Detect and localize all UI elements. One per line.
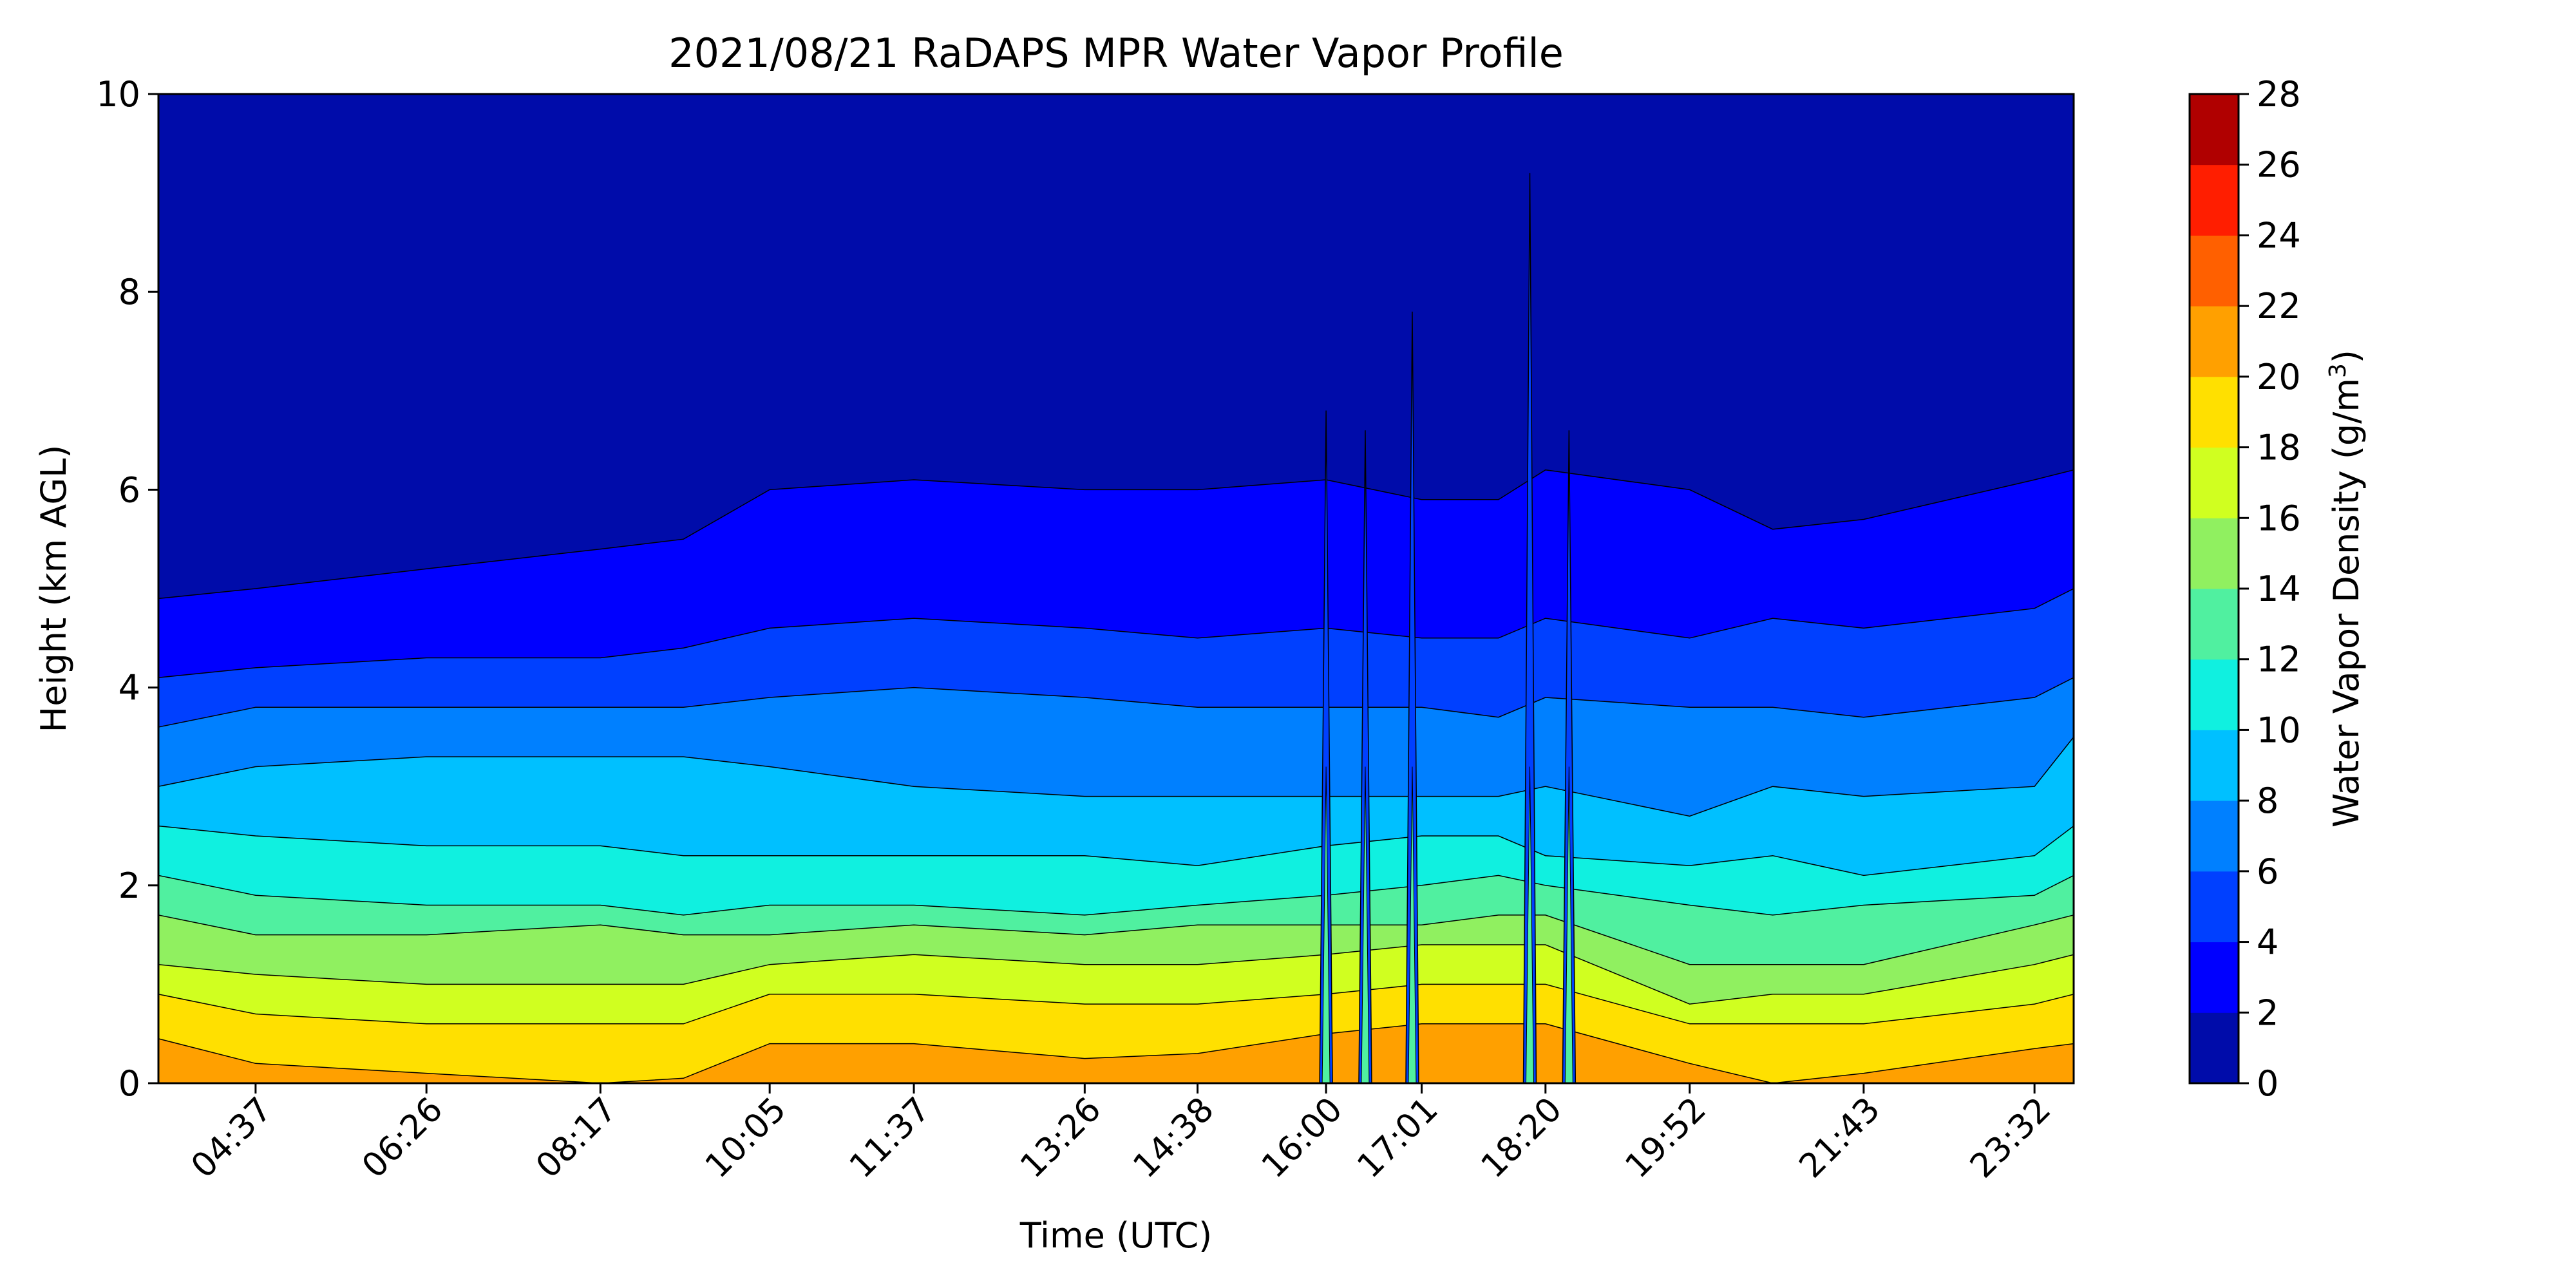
y-tick-label: 2 bbox=[118, 866, 140, 906]
spike-core-0 bbox=[1321, 766, 1331, 1083]
plot-area bbox=[158, 94, 2074, 1083]
x-tick-label: 18:20 bbox=[1474, 1090, 1569, 1186]
contour-14 bbox=[158, 914, 2074, 965]
contour-10 bbox=[158, 825, 2074, 876]
x-tick-label: 10:05 bbox=[698, 1090, 793, 1186]
band-20-22 bbox=[158, 1023, 2074, 1083]
contour-18 bbox=[158, 983, 2074, 1025]
x-tick-label: 04:37 bbox=[184, 1090, 279, 1186]
y-axis: 0 2 4 6 8 10 bbox=[96, 74, 158, 1104]
colorbar-segment bbox=[2190, 518, 2239, 589]
x-tick-label: 13:26 bbox=[1013, 1090, 1108, 1186]
contour-6 bbox=[158, 677, 2074, 728]
x-tick-label: 11:37 bbox=[842, 1090, 938, 1186]
colorbar-tick-label: 16 bbox=[2257, 498, 2301, 538]
spike-3 bbox=[1522, 173, 1537, 1083]
colorbar-tick-label: 0 bbox=[2257, 1063, 2278, 1104]
contour-12 bbox=[158, 875, 2074, 916]
colorbar-tick-label: 22 bbox=[2257, 286, 2301, 327]
colorbar-tick-label: 14 bbox=[2257, 569, 2301, 609]
spike-1 bbox=[1358, 430, 1372, 1083]
colorbar-segment bbox=[2190, 730, 2239, 801]
spike-2 bbox=[1405, 311, 1419, 1083]
colorbar-tick-label: 12 bbox=[2257, 639, 2301, 680]
y-tick-label: 4 bbox=[118, 668, 140, 708]
colorbar-segment bbox=[2190, 235, 2239, 307]
contour-4 bbox=[158, 588, 2074, 678]
colorbar-segment bbox=[2190, 376, 2239, 448]
colorbar-tick-label: 4 bbox=[2257, 922, 2278, 963]
y-tick-label: 8 bbox=[118, 272, 140, 312]
colorbar-tick-label: 2 bbox=[2257, 992, 2278, 1033]
colorbar-segment bbox=[2190, 447, 2239, 518]
colorbar-segment bbox=[2190, 164, 2239, 236]
spike-core-2 bbox=[1408, 766, 1417, 1083]
colorbar-tick-label: 18 bbox=[2257, 428, 2301, 468]
x-axis: 04:37 06:26 08:17 10:05 11:37 13:26 14:38 16:00… bbox=[184, 1083, 2058, 1186]
colorbar-segment bbox=[2190, 306, 2239, 377]
contour-8 bbox=[158, 736, 2074, 817]
colorbar-segment bbox=[2190, 871, 2239, 943]
chart-title: 2021/08/21 RaDAPS MPR Water Vapor Profil… bbox=[668, 30, 1564, 77]
colorbar-segment bbox=[2190, 800, 2239, 872]
colorbar-label: Water Vapor Density (g/m3) bbox=[2325, 350, 2367, 828]
x-tick-label: 08:17 bbox=[529, 1090, 624, 1186]
x-tick-label: 14:38 bbox=[1126, 1090, 1221, 1186]
spike-core-4 bbox=[1564, 766, 1573, 1083]
y-tick-label: 10 bbox=[96, 74, 140, 115]
colorbar-tick-label: 10 bbox=[2257, 710, 2301, 750]
plot-frame bbox=[157, 93, 2075, 1084]
y-axis-label: Height (km AGL) bbox=[33, 445, 74, 733]
colorbar-tick-label: 24 bbox=[2257, 215, 2301, 256]
colorbar-tick-label: 20 bbox=[2257, 357, 2301, 397]
x-tick-label: 19:52 bbox=[1618, 1090, 1714, 1186]
colorbar-tick-label: 26 bbox=[2257, 145, 2301, 185]
colorbar-tick-label: 28 bbox=[2257, 74, 2301, 115]
colorbar-tick-label: 8 bbox=[2257, 781, 2278, 821]
x-tick-label: 16:00 bbox=[1255, 1090, 1350, 1186]
spike-core-1 bbox=[1361, 766, 1370, 1083]
spike-4 bbox=[1562, 430, 1577, 1083]
x-tick-label: 23:32 bbox=[1963, 1090, 2058, 1186]
colorbar-segment bbox=[2190, 659, 2239, 730]
colorbar-tick-label: 6 bbox=[2257, 851, 2278, 892]
y-tick-label: 6 bbox=[118, 469, 140, 510]
x-tick-label: 17:01 bbox=[1350, 1090, 1445, 1186]
colorbar-segment bbox=[2190, 942, 2239, 1013]
x-axis-label: Time (UTC) bbox=[1019, 1215, 1213, 1256]
contour-2 bbox=[158, 469, 2074, 600]
contour-20 bbox=[158, 1023, 2074, 1083]
colorbar-segment bbox=[2190, 94, 2239, 166]
spike-core-3 bbox=[1525, 766, 1535, 1083]
contour-16 bbox=[158, 944, 2074, 1005]
x-tick-label: 06:26 bbox=[355, 1090, 450, 1186]
y-tick-label: 0 bbox=[118, 1063, 140, 1104]
x-tick-label: 21:43 bbox=[1792, 1090, 1888, 1186]
spike-0 bbox=[1319, 410, 1333, 1083]
colorbar-segment bbox=[2190, 589, 2239, 660]
colorbar-segment bbox=[2190, 1012, 2239, 1084]
